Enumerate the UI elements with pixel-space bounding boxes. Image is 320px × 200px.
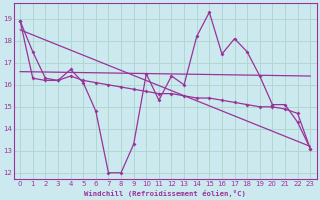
X-axis label: Windchill (Refroidissement éolien,°C): Windchill (Refroidissement éolien,°C) xyxy=(84,190,246,197)
